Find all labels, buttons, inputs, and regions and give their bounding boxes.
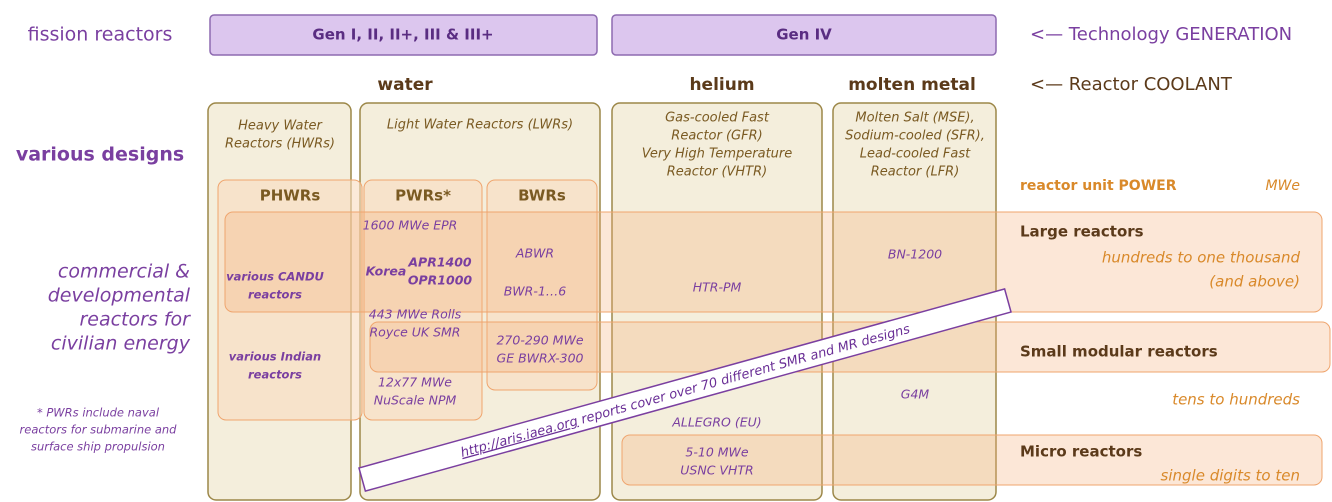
generation-note: <— Technology GENERATION <box>1030 24 1292 45</box>
banner-box <box>358 287 1012 493</box>
design-group: Light Water Reactors (LWRs) <box>387 118 573 133</box>
design-group: Reactor (GFR) <box>671 129 762 144</box>
gen-box <box>209 14 598 56</box>
subtype: PHWRs <box>260 187 321 205</box>
bwr-box <box>486 179 598 391</box>
design-group: Heavy Water <box>238 119 323 134</box>
coolant: water <box>377 75 433 95</box>
footnote: surface ship propulsion <box>31 440 165 454</box>
row-label: developmental <box>48 285 191 307</box>
example: various CANDU <box>226 270 324 284</box>
gen-box <box>611 14 997 56</box>
coolant: helium <box>689 75 754 95</box>
design-group: Reactor (LFR) <box>871 165 960 180</box>
class-range: tens to hundreds <box>1172 391 1300 409</box>
design-group: Very High Temperature <box>642 147 793 162</box>
example: reactors <box>248 368 302 382</box>
example: BWR-1…6 <box>504 284 567 299</box>
example: GE BWRX-300 <box>497 351 584 366</box>
example: NuScale NPM <box>374 393 457 408</box>
class-name: Large reactors <box>1020 223 1144 241</box>
example: OPR1000 <box>408 273 473 288</box>
example: APR1400 <box>407 255 472 270</box>
example: ABWR <box>515 246 554 261</box>
example: reactors <box>248 288 302 302</box>
subtype: BWRs <box>518 187 566 205</box>
example: BN-1200 <box>888 247 942 262</box>
example: Royce UK SMR <box>370 325 461 340</box>
pwr-box <box>363 179 483 421</box>
power-unit: MWe <box>1265 178 1300 194</box>
large-band <box>224 211 1323 313</box>
coolant: molten metal <box>848 75 976 95</box>
row-label: commercial & <box>58 261 190 283</box>
example: HTR-PM <box>693 280 742 295</box>
design-group: Lead-cooled Fast <box>860 147 971 162</box>
example: 12x77 MWe <box>378 375 452 390</box>
design-group: Sodium-cooled (SFR), <box>845 129 985 144</box>
row-label: civilian energy <box>51 333 191 355</box>
example: USNC VHTR <box>680 463 753 478</box>
footnote: * PWRs include naval <box>37 406 160 420</box>
example: 5-10 MWe <box>685 445 748 460</box>
micro-band <box>621 434 1323 486</box>
design-group: Reactors (HWRs) <box>225 137 335 152</box>
row-label: reactors for <box>79 309 191 331</box>
subtype: PWRs* <box>395 187 451 205</box>
generation: Gen IV <box>776 26 832 44</box>
coolant-note: <— Reactor COOLANT <box>1030 74 1233 95</box>
class-range: hundreds to one thousand <box>1102 249 1301 267</box>
row-label: fission reactors <box>28 24 173 46</box>
example: 443 MWe Rolls <box>369 307 462 322</box>
design-group: Molten Salt (MSE), <box>855 111 974 126</box>
class-name: Small modular reactors <box>1020 343 1218 361</box>
example: Korea <box>366 264 407 279</box>
example: 270-290 MWe <box>496 333 583 348</box>
design-group: Gas-cooled Fast <box>665 111 770 126</box>
power-title: reactor unit POWER <box>1020 178 1177 194</box>
example: G4M <box>901 387 930 402</box>
class-range: single digits to ten <box>1161 467 1300 485</box>
class-range: (and above) <box>1209 273 1300 291</box>
generation: Gen I, II, II+, III & III+ <box>312 26 493 44</box>
example: ALLEGRO (EU) <box>671 415 761 430</box>
phwr-box <box>217 179 363 421</box>
design-group: Reactor (VHTR) <box>667 165 767 180</box>
class-name: Micro reactors <box>1020 443 1142 461</box>
example: 1600 MWe EPR <box>363 218 458 233</box>
example: various Indian <box>229 350 321 364</box>
row-label: various designs <box>16 144 184 166</box>
footnote: reactors for submarine and <box>20 423 178 437</box>
